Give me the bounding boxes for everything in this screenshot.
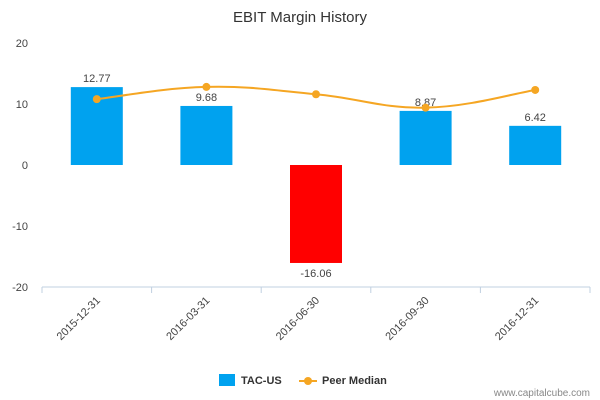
- x-tick-label: 2016-03-31: [164, 295, 212, 343]
- bar-2016-03-31: [180, 105, 233, 165]
- peer-median-point-2016-12-31: [531, 85, 540, 94]
- peer-median-point-2016-09-30: [421, 103, 430, 112]
- peer-median-point-2016-03-31: [202, 82, 211, 91]
- bar-data-labels: 12.77 9.68 -16.06 8.87 6.42: [83, 73, 546, 280]
- x-tick-label: 2016-12-31: [493, 295, 541, 343]
- bar-data-label: 9.68: [196, 92, 217, 104]
- y-axis-ticks: 20 10 0 -10 -20: [12, 38, 28, 294]
- y-tick-label: 20: [16, 38, 28, 50]
- x-tick-label: 2015-12-31: [55, 295, 103, 343]
- bar-data-label: -16.06: [300, 268, 331, 280]
- bar-2016-09-30: [399, 110, 452, 165]
- x-tick-label: 2016-09-30: [383, 295, 431, 343]
- peer-median-point-2016-06-30: [312, 90, 320, 99]
- credit-text: www.capitalcube.com: [493, 388, 590, 399]
- x-axis-ticks: 2015-12-31 2016-03-31 2016-06-30 2016-09-30…: [41, 287, 591, 343]
- bar-data-label: 6.42: [524, 112, 545, 124]
- y-tick-label: 10: [16, 99, 28, 111]
- bar-2016-06-30: [290, 165, 342, 263]
- y-tick-label: 0: [22, 160, 28, 172]
- legend: TAC-US Peer Median: [219, 374, 387, 387]
- x-tick-label: 2016-06-30: [274, 295, 322, 343]
- legend-swatch-tac-us: [219, 374, 235, 386]
- legend-label-tac-us: TAC-US: [241, 375, 282, 387]
- bar-series: [70, 87, 562, 263]
- chart-title: EBIT Margin History: [233, 9, 367, 26]
- peer-median-point-2015-12-31: [92, 95, 101, 104]
- legend-marker-peer-median: [304, 377, 312, 385]
- y-tick-label: -10: [12, 221, 28, 233]
- bar-data-label: 8.87: [415, 97, 436, 109]
- y-tick-label: -20: [12, 282, 28, 294]
- bar-data-label: 12.77: [83, 73, 111, 85]
- bar-2016-12-31: [509, 125, 562, 165]
- peer-median-series: [92, 82, 540, 112]
- legend-label-peer-median: Peer Median: [322, 375, 387, 387]
